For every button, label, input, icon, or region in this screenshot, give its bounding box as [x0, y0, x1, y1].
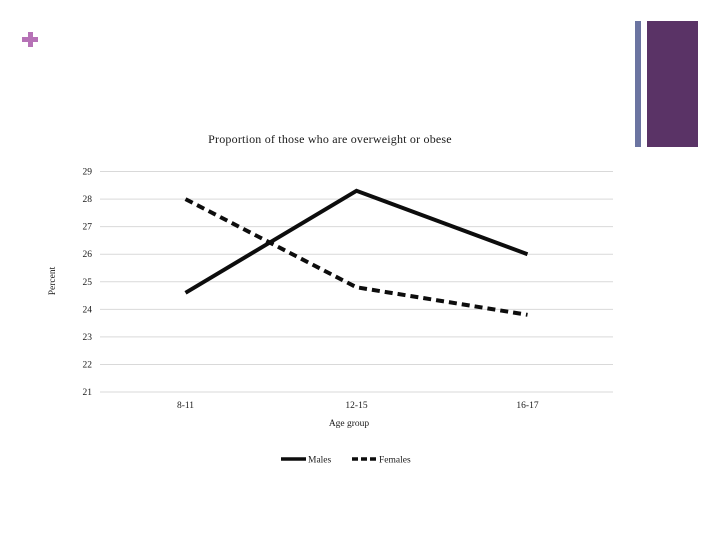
plus-icon: [22, 32, 38, 47]
x-tick-label: 12-15: [345, 401, 367, 411]
x-axis-title: Age group: [329, 419, 370, 429]
chart-title: Proportion of those who are overweight o…: [208, 132, 452, 146]
y-tick-label: 28: [83, 195, 93, 205]
y-tick-label: 21: [83, 388, 93, 398]
x-tick-label: 16-17: [516, 401, 538, 411]
decorative-side-bar-thin: [635, 21, 641, 147]
y-tick-label: 22: [83, 360, 93, 370]
x-tick-label: 8-11: [177, 401, 194, 411]
y-tick-label: 25: [83, 278, 93, 288]
y-tick-label: 24: [83, 305, 93, 315]
y-axis-tick-labels: 21 22 23 24 25 26 27 28 29: [83, 168, 93, 399]
series-lines-layer: [184, 188, 529, 317]
y-axis-title: Percent: [48, 266, 58, 295]
decorative-side-bar-wide: [647, 21, 698, 147]
y-tick-label: 29: [83, 168, 93, 178]
plus-icon-vertical-bar: [27, 32, 33, 47]
legend-label-females: Females: [379, 456, 411, 466]
x-axis-tick-labels: 8-11 12-15 16-17: [177, 401, 539, 411]
chart-legend: Males Females: [281, 456, 411, 466]
y-tick-label: 27: [83, 223, 93, 233]
series-line-males: [184, 188, 529, 295]
gridlines-layer: [100, 171, 613, 393]
series-line-females: [184, 197, 528, 317]
legend-label-males: Males: [308, 456, 332, 466]
y-tick-label: 23: [83, 333, 93, 343]
y-tick-label: 26: [83, 250, 93, 260]
